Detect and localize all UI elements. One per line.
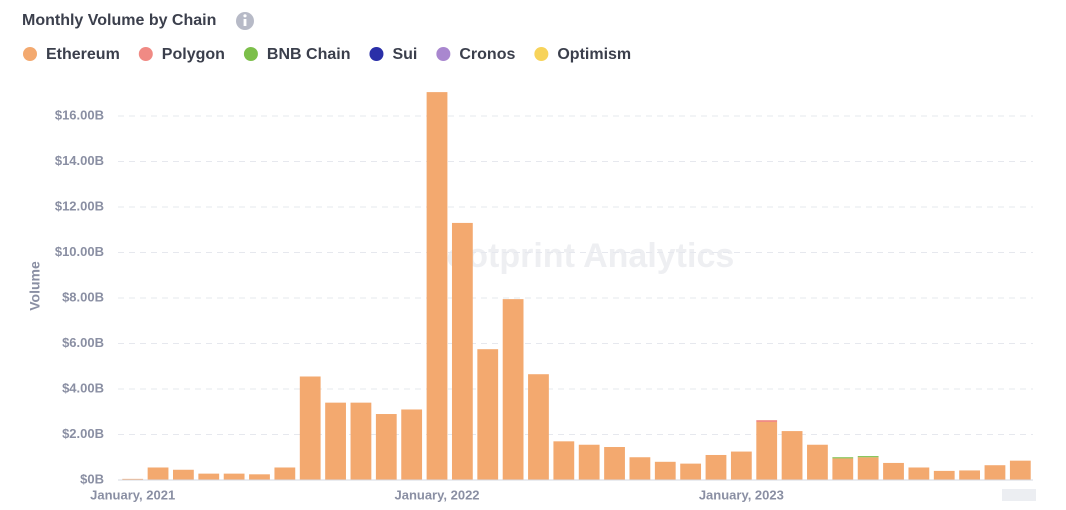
bar-segment (832, 457, 854, 459)
bar-segment (908, 467, 930, 480)
bar-segment (223, 473, 245, 480)
chart-title: Monthly Volume by Chain (22, 12, 216, 29)
legend-swatch (436, 47, 451, 61)
bar-segment (299, 376, 321, 480)
bar-segment (857, 456, 879, 458)
bar-segment (756, 421, 778, 480)
bar-segment (883, 462, 904, 480)
legend-swatch (23, 47, 37, 61)
bar-segment (122, 478, 144, 480)
y-tick-label: $8.00B (62, 289, 104, 304)
bar-segment (401, 409, 423, 480)
bar-segment (553, 441, 575, 480)
info-dot (243, 14, 247, 18)
bar-segment (249, 474, 270, 480)
bar-segment (705, 454, 727, 480)
bar-segment (451, 222, 473, 481)
legend-label: Optimism (557, 46, 631, 63)
bar-segment (654, 461, 676, 480)
watermark: Footprint Analytics (426, 237, 735, 275)
x-tick-label: January, 2022 (394, 487, 479, 502)
bar-segment (1009, 460, 1031, 480)
info-icon[interactable] (236, 12, 254, 30)
bar-segment (604, 447, 625, 480)
bar-segment (502, 299, 524, 480)
y-tick-label: $12.00B (55, 198, 104, 213)
y-axis-title: Volume (27, 261, 43, 311)
bar-segment (832, 458, 854, 480)
legend-label: BNB Chain (267, 46, 351, 63)
bar-segment (426, 92, 448, 481)
bar-segment (807, 444, 828, 480)
bar-segment (629, 457, 651, 480)
legend-swatch (534, 47, 549, 61)
bar-segment (756, 420, 778, 422)
bar-segment (730, 451, 752, 480)
bar-segment (528, 374, 549, 480)
bar-segment (933, 470, 955, 480)
legend-label: Cronos (459, 46, 515, 63)
bar-segment (198, 473, 220, 480)
legend-swatch (369, 47, 384, 61)
y-tick-label: $0B (80, 471, 104, 486)
legend-swatch (138, 47, 153, 61)
legend-label: Sui (392, 46, 417, 63)
x-tick-label: January, 2021 (90, 487, 175, 502)
info-stem (243, 19, 247, 26)
legend-label: Polygon (162, 46, 225, 63)
legend-label: Ethereum (46, 46, 120, 63)
bar-segment (477, 349, 499, 480)
y-tick-label: $16.00B (55, 107, 104, 122)
bar-segment (959, 470, 980, 480)
bar-segment (350, 402, 372, 480)
bar-segment (274, 467, 296, 480)
bar-segment (781, 431, 803, 480)
y-tick-label: $10.00B (55, 244, 104, 259)
bar-segment (147, 467, 169, 480)
bar-segment (984, 465, 1006, 480)
bar-segment (680, 463, 702, 480)
legend-swatch (243, 47, 258, 61)
x-tick-label: January, 2023 (699, 487, 784, 502)
y-tick-label: $2.00B (62, 426, 104, 441)
bar-segment (325, 402, 346, 480)
scroll-handle[interactable] (1002, 489, 1036, 501)
bar-segment (375, 414, 397, 480)
bar-segment (857, 457, 879, 480)
y-tick-label: $14.00B (55, 153, 104, 168)
y-tick-label: $6.00B (62, 335, 104, 350)
bar-segment (173, 469, 194, 480)
y-tick-label: $4.00B (62, 380, 104, 395)
bar-segment (578, 444, 600, 480)
